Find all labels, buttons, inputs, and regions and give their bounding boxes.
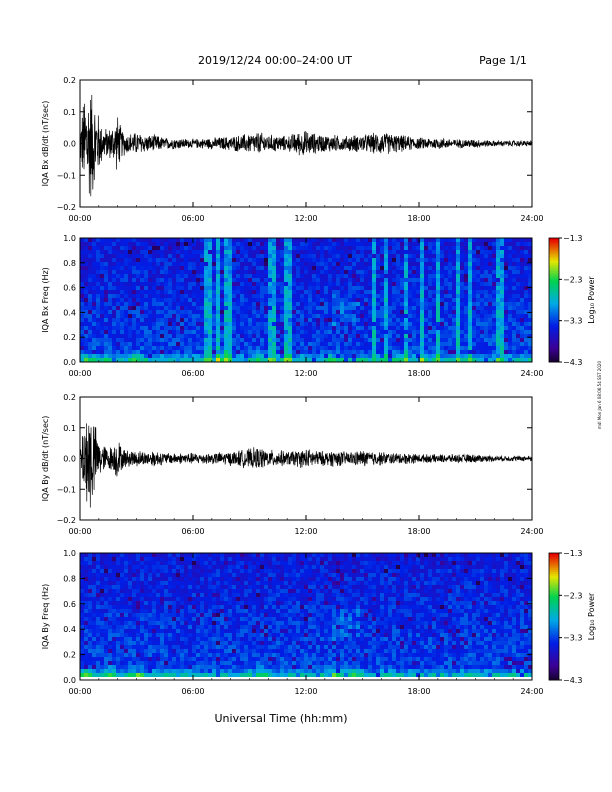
y-tick-label: 0.2 — [63, 651, 76, 660]
colorbar-tick-label: −4.3 — [563, 676, 582, 685]
x-tick-label: 06:00 — [181, 369, 204, 378]
y-tick-label: 0.1 — [63, 108, 76, 117]
y-tick-label: 1.0 — [63, 234, 76, 243]
x-tick-label: 00:00 — [68, 527, 91, 536]
colorbar-tick-label: −3.3 — [563, 634, 582, 643]
y-tick-label: −0.1 — [57, 171, 76, 180]
series-line-0 — [79, 95, 533, 197]
y-tick-label: 0.1 — [63, 424, 76, 433]
x-tick-label: 12:00 — [294, 527, 317, 536]
x-tick-label: 06:00 — [181, 527, 204, 536]
x-tick-label: 00:00 — [68, 214, 91, 223]
y-tick-label: −0.2 — [57, 516, 76, 525]
y-axis-label: IQA By dB/dt (nT/sec) — [41, 416, 50, 502]
colorbar-tick-label: −1.3 — [563, 549, 582, 558]
y-tick-label: 0.4 — [63, 625, 76, 634]
spectrogram-1 — [80, 238, 532, 362]
colorbar-tick-label: −1.3 — [563, 234, 582, 243]
x-tick-label: 12:00 — [294, 214, 317, 223]
spectrogram-3 — [80, 553, 532, 677]
x-tick-label: 00:00 — [68, 687, 91, 696]
page-title: 2019/12/24 00:00–24:00 UT — [198, 54, 352, 67]
x-tick-label: 00:00 — [68, 369, 91, 378]
x-tick-label: 06:00 — [181, 214, 204, 223]
y-tick-label: 0.8 — [63, 259, 76, 268]
colorbar-label: Log₁₀ Power — [587, 592, 596, 640]
x-tick-label: 06:00 — [181, 687, 204, 696]
page-number: Page 1/1 — [479, 54, 527, 67]
y-tick-label: 0.0 — [63, 676, 76, 685]
x-tick-label: 24:00 — [520, 687, 543, 696]
y-tick-label: 0.2 — [63, 76, 76, 85]
y-tick-label: 0.6 — [63, 284, 76, 293]
x-tick-label: 18:00 — [407, 527, 430, 536]
y-tick-label: 0.0 — [63, 455, 76, 464]
y-tick-label: 0.8 — [63, 574, 76, 583]
colorbar-tick-label: −4.3 — [563, 358, 582, 367]
y-tick-label: 0.0 — [63, 140, 76, 149]
colorbar-tick-label: −2.3 — [563, 275, 582, 284]
y-tick-label: 0.6 — [63, 600, 76, 609]
y-tick-label: −0.2 — [57, 203, 76, 212]
y-tick-label: 0.4 — [63, 308, 76, 317]
x-tick-label: 24:00 — [520, 214, 543, 223]
x-tick-label: 24:00 — [520, 527, 543, 536]
x-tick-label: 18:00 — [407, 369, 430, 378]
x-tick-label: 24:00 — [520, 369, 543, 378]
x-tick-label: 12:00 — [294, 687, 317, 696]
colorbar-3 — [548, 552, 560, 681]
y-axis-label: IQA Bx Freq (Hz) — [41, 267, 50, 333]
y-tick-label: 0.2 — [63, 393, 76, 402]
x-tick-label: 18:00 — [407, 687, 430, 696]
x-tick-label: 18:00 — [407, 214, 430, 223]
y-tick-label: 1.0 — [63, 549, 76, 558]
y-axis-label: IQA By Freq (Hz) — [41, 584, 50, 650]
colorbar-tick-label: −3.3 — [563, 317, 582, 326]
side-note: mdl Mon Jan 6 08:06:54 SST 2020 — [597, 361, 602, 429]
series-line-2 — [79, 423, 533, 508]
panels: 00:00 06:00 12:00 18:00 24:00 0.2 0.1 0.0 −0.1 −0… — [41, 76, 596, 696]
y-tick-label: 0.0 — [63, 358, 76, 367]
y-tick-label: −0.1 — [57, 485, 76, 494]
colorbar-label: Log₁₀ Power — [587, 276, 596, 324]
colorbar-1 — [548, 237, 560, 363]
x-tick-label: 12:00 — [294, 369, 317, 378]
colorbar-tick-label: −2.3 — [563, 591, 582, 600]
y-axis-label: IQA Bx dB/dt (nT/sec) — [41, 101, 50, 187]
x-axis-label: Universal Time (hh:mm) — [215, 712, 348, 725]
y-tick-label: 0.2 — [63, 333, 76, 342]
